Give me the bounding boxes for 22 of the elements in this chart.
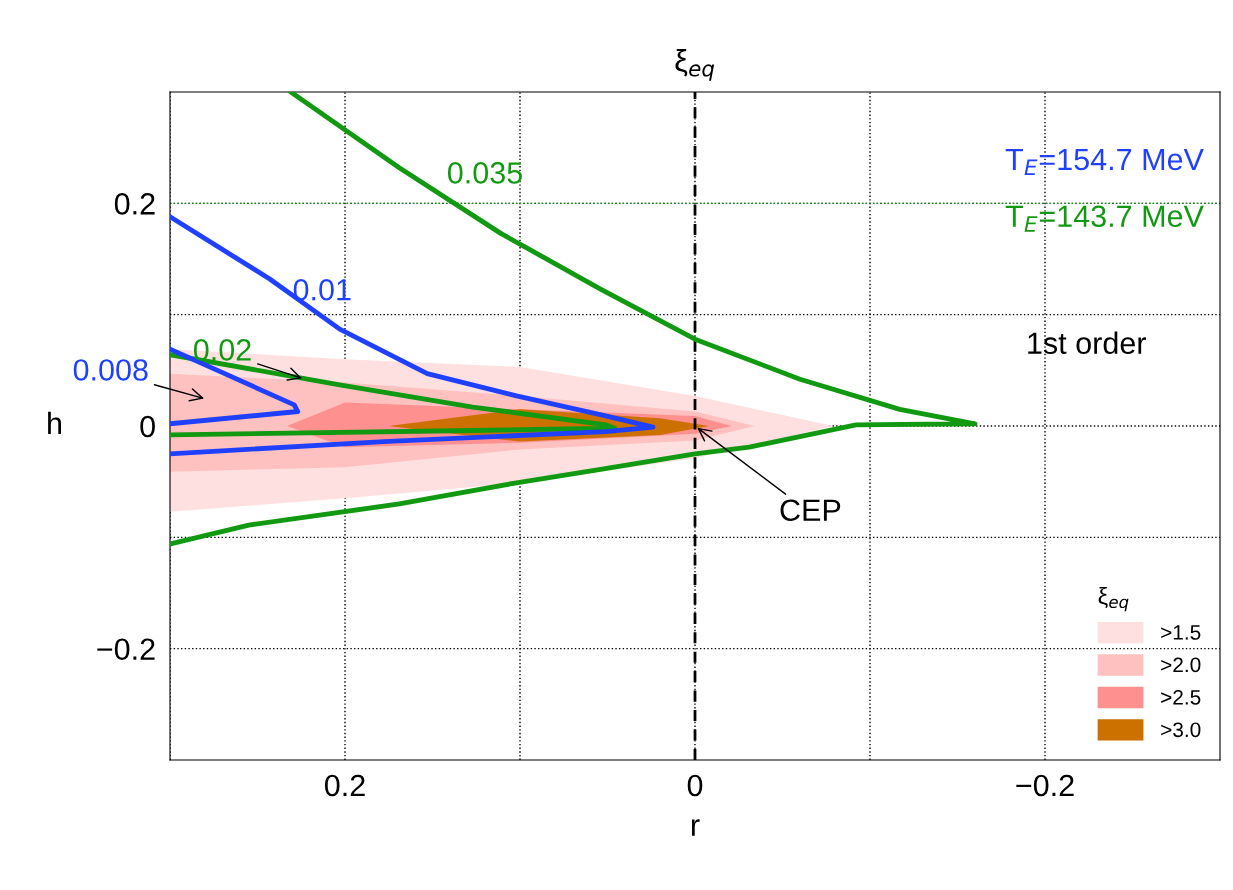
y-tick-label: 0.2 [114, 193, 155, 215]
x-axis-title: r [691, 819, 700, 836]
series-label: 0.02 [193, 339, 251, 361]
legend-label: >1.5 [1161, 625, 1201, 640]
annotation: T$_{E}$=154.7 MeV [1005, 148, 1204, 175]
annotation: T$_{E}$=143.7 MeV [1005, 205, 1204, 232]
series-label: 0.035 [447, 162, 522, 184]
legend-title: ξ$_{eq}$ [1098, 586, 1129, 612]
legend-label: >3.0 [1161, 722, 1201, 738]
series-label: 0.008 [73, 359, 148, 381]
annotation: 1st order [1028, 331, 1146, 355]
x-tick-label: 0.2 [324, 774, 365, 797]
x-tick-label: 0 [687, 774, 703, 797]
y-axis-title: h [48, 411, 62, 434]
x-tick-label: −0.2 [1016, 774, 1074, 797]
legend-label: >2.5 [1161, 689, 1201, 705]
y-tick-label: 0 [140, 415, 155, 438]
annotation: CEP [780, 499, 841, 522]
ref-line-label: ξ$_{eq}$ [675, 49, 715, 81]
line-series [170, 214, 656, 457]
y-tick-label: −0.2 [97, 638, 155, 661]
legend-label: >2.0 [1161, 657, 1201, 673]
